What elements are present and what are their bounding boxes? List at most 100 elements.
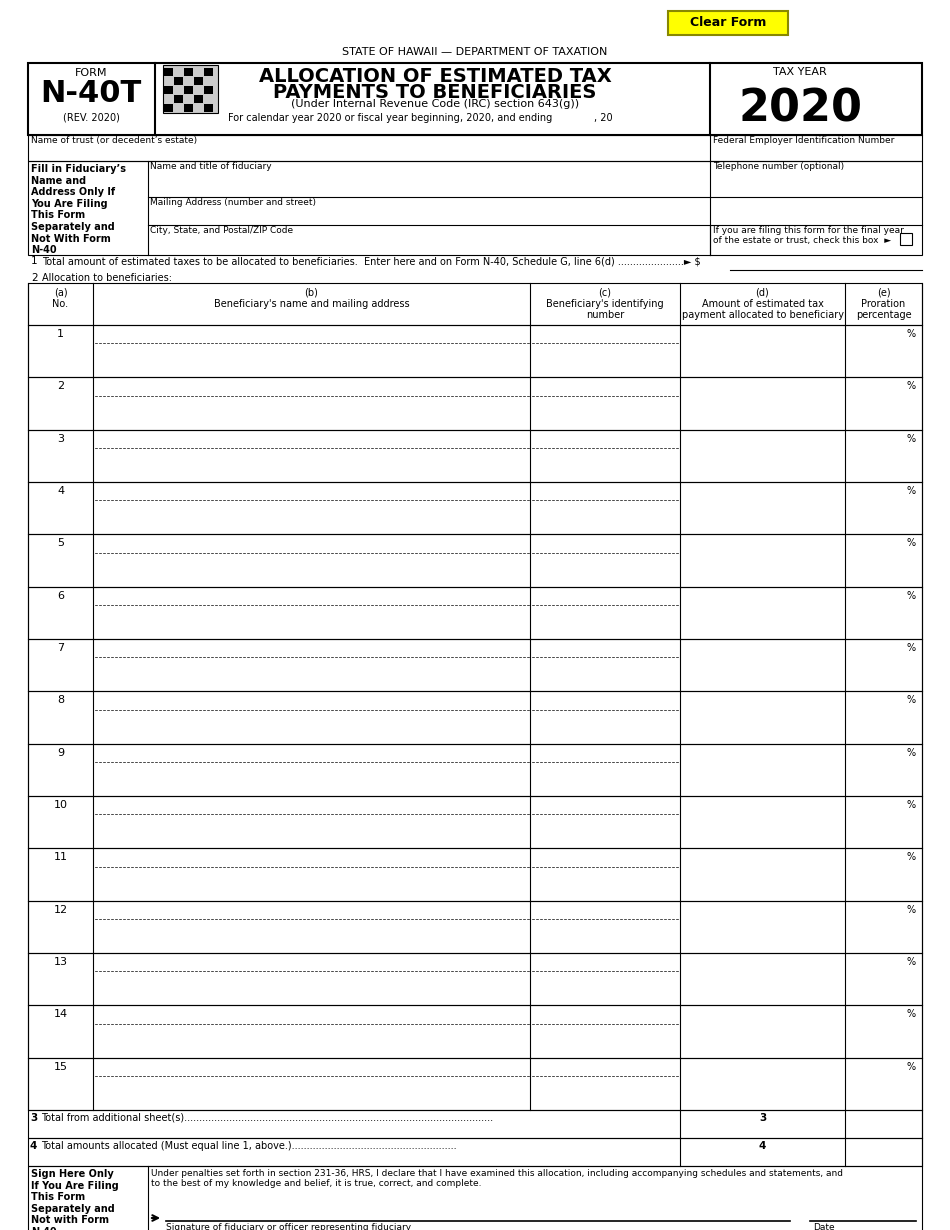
- Text: Name of trust (or decedent’s estate): Name of trust (or decedent’s estate): [31, 137, 198, 145]
- Bar: [28, 63, 922, 135]
- Bar: [28, 534, 922, 587]
- Bar: [28, 1166, 922, 1230]
- Bar: [28, 135, 922, 161]
- Text: %: %: [907, 957, 916, 967]
- Text: Signature of fiduciary or officer representing fiduciary: Signature of fiduciary or officer repres…: [166, 1223, 411, 1230]
- Text: 13: 13: [53, 957, 67, 967]
- Bar: [28, 1109, 922, 1138]
- Text: 3: 3: [57, 434, 64, 444]
- Text: %: %: [907, 852, 916, 862]
- Text: (d)
Amount of estimated tax
payment allocated to beneficiary: (d) Amount of estimated tax payment allo…: [681, 287, 844, 320]
- Bar: [184, 68, 193, 76]
- Text: 5: 5: [57, 539, 64, 549]
- Text: ALLOCATION OF ESTIMATED TAX: ALLOCATION OF ESTIMATED TAX: [258, 66, 612, 86]
- Text: 3: 3: [30, 1113, 37, 1123]
- Text: 11: 11: [53, 852, 67, 862]
- Text: Sign Here Only
If You Are Filing
This Form
Separately and
Not with Form
N-40: Sign Here Only If You Are Filing This Fo…: [31, 1168, 119, 1230]
- Bar: [28, 482, 922, 534]
- Bar: [28, 255, 922, 272]
- Text: %: %: [907, 590, 916, 600]
- Text: Clear Form: Clear Form: [690, 16, 767, 28]
- Bar: [28, 1138, 922, 1166]
- Text: 8: 8: [57, 695, 64, 705]
- Text: 7: 7: [57, 643, 64, 653]
- Bar: [28, 378, 922, 429]
- Text: Allocation to beneficiaries:: Allocation to beneficiaries:: [42, 273, 172, 283]
- Bar: [28, 1058, 922, 1109]
- Bar: [184, 86, 193, 93]
- Bar: [28, 900, 922, 953]
- Text: %: %: [907, 434, 916, 444]
- Text: %: %: [907, 695, 916, 705]
- Text: Fill in Fiduciary’s
Name and
Address Only If
You Are Filing
This Form
Separately: Fill in Fiduciary’s Name and Address Onl…: [31, 164, 126, 255]
- Text: Telephone number (optional): Telephone number (optional): [713, 162, 845, 171]
- Text: 4: 4: [57, 486, 64, 496]
- Bar: [204, 105, 213, 112]
- Bar: [194, 95, 203, 103]
- Text: 14: 14: [53, 1010, 67, 1020]
- Text: %: %: [907, 905, 916, 915]
- Text: Mailing Address (number and street): Mailing Address (number and street): [150, 198, 316, 207]
- Bar: [164, 105, 173, 112]
- Text: %: %: [907, 643, 916, 653]
- Text: N-40T: N-40T: [40, 79, 142, 108]
- Text: TAX YEAR: TAX YEAR: [773, 66, 826, 77]
- Text: 1: 1: [31, 256, 38, 266]
- Bar: [194, 77, 203, 85]
- Bar: [184, 105, 193, 112]
- Text: 15: 15: [53, 1061, 67, 1071]
- Text: 12: 12: [53, 905, 67, 915]
- Text: Under penalties set forth in section 231-36, HRS, I declare that I have examined: Under penalties set forth in section 231…: [151, 1168, 843, 1188]
- Text: (REV. 2020): (REV. 2020): [63, 112, 120, 122]
- Text: , 2020, and ending: , 2020, and ending: [460, 113, 552, 123]
- Text: %: %: [907, 381, 916, 391]
- Bar: [164, 68, 173, 76]
- Bar: [163, 65, 218, 113]
- Text: For calendar year 2020 or fiscal year beginning: For calendar year 2020 or fiscal year be…: [228, 113, 460, 123]
- Text: Date: Date: [813, 1223, 835, 1230]
- Bar: [28, 161, 922, 255]
- Text: Total amounts allocated (Must equal line 1, above.).............................: Total amounts allocated (Must equal line…: [41, 1141, 457, 1151]
- Text: 2: 2: [57, 381, 64, 391]
- Text: %: %: [907, 486, 916, 496]
- Text: , 20: , 20: [594, 113, 613, 123]
- Text: 2020: 2020: [738, 87, 862, 130]
- Text: 1: 1: [57, 328, 64, 339]
- Text: 6: 6: [57, 590, 64, 600]
- Bar: [174, 95, 183, 103]
- Text: FORM: FORM: [75, 68, 107, 77]
- Bar: [204, 68, 213, 76]
- Bar: [204, 86, 213, 93]
- Bar: [164, 86, 173, 93]
- Text: If you are filing this form for the final year
of the estate or trust, check thi: If you are filing this form for the fina…: [713, 226, 903, 246]
- Bar: [28, 325, 922, 378]
- Bar: [28, 283, 922, 325]
- Text: Total from additional sheet(s)..................................................: Total from additional sheet(s)..........…: [41, 1113, 493, 1123]
- Text: %: %: [907, 1061, 916, 1071]
- Bar: [28, 796, 922, 849]
- Text: (b)
Beneficiary's name and mailing address: (b) Beneficiary's name and mailing addre…: [214, 287, 409, 309]
- Text: STATE OF HAWAII — DEPARTMENT OF TAXATION: STATE OF HAWAII — DEPARTMENT OF TAXATION: [342, 47, 608, 57]
- Bar: [28, 587, 922, 640]
- Text: (e)
Proration
percentage: (e) Proration percentage: [856, 287, 911, 320]
- Bar: [28, 1005, 922, 1058]
- Bar: [900, 232, 912, 245]
- Text: (c)
Beneficiary's identifying
number: (c) Beneficiary's identifying number: [546, 287, 664, 320]
- Text: %: %: [907, 748, 916, 758]
- Text: 3: 3: [759, 1113, 766, 1123]
- Text: (a)
No.: (a) No.: [52, 287, 68, 309]
- Bar: [28, 953, 922, 1005]
- Bar: [28, 849, 922, 900]
- Text: %: %: [907, 328, 916, 339]
- Bar: [668, 11, 788, 34]
- Bar: [28, 744, 922, 796]
- Text: %: %: [907, 539, 916, 549]
- Text: %: %: [907, 1010, 916, 1020]
- Text: %: %: [907, 800, 916, 811]
- Text: Total amount of estimated taxes to be allocated to beneficiaries.  Enter here an: Total amount of estimated taxes to be al…: [42, 256, 700, 266]
- Text: Name and title of fiduciary: Name and title of fiduciary: [150, 162, 272, 171]
- Text: Federal Employer Identification Number: Federal Employer Identification Number: [713, 137, 894, 145]
- Text: PAYMENTS TO BENEFICIARIES: PAYMENTS TO BENEFICIARIES: [274, 82, 597, 102]
- Text: (Under Internal Revenue Code (IRC) section 643(g)): (Under Internal Revenue Code (IRC) secti…: [291, 98, 580, 109]
- Bar: [28, 429, 922, 482]
